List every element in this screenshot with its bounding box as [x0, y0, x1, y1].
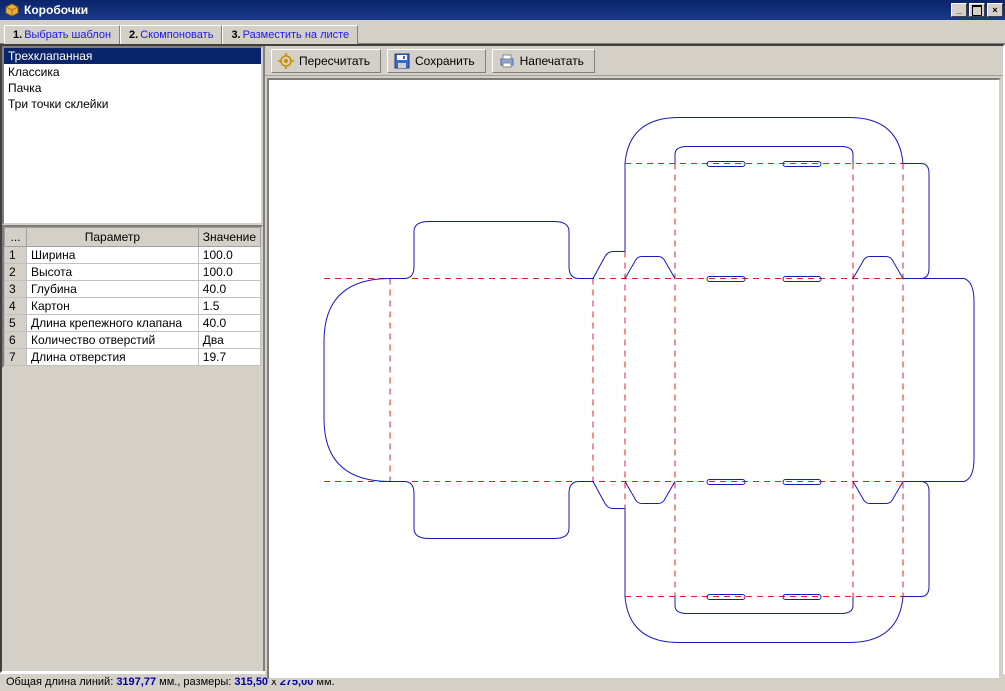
- print-icon: [499, 53, 515, 69]
- param-name: Высота: [27, 264, 199, 281]
- param-value[interactable]: Два: [198, 332, 260, 349]
- save-button[interactable]: Сохранить: [387, 49, 486, 73]
- status-width: 315,50: [234, 676, 268, 688]
- title-bar: Коробочки _ ×: [0, 0, 1005, 20]
- table-row[interactable]: 1Ширина100.0: [5, 247, 261, 264]
- param-value[interactable]: 19.7: [198, 349, 260, 366]
- table-row[interactable]: 2Высота100.0: [5, 264, 261, 281]
- step-tabs: 1.Выбрать шаблон 2.Скомпоновать 3.Размес…: [0, 20, 1005, 44]
- col-parameter[interactable]: Параметр: [27, 228, 199, 247]
- row-number: 1: [5, 247, 27, 264]
- left-filler: [2, 368, 263, 671]
- param-name: Картон: [27, 298, 199, 315]
- param-value[interactable]: 40.0: [198, 315, 260, 332]
- save-icon: [394, 53, 410, 69]
- tab-compose[interactable]: 2.Скомпоновать: [120, 25, 222, 44]
- param-name: Длина отверстия: [27, 349, 199, 366]
- table-row[interactable]: 7Длина отверстия19.7: [5, 349, 261, 366]
- template-item[interactable]: Классика: [4, 64, 261, 80]
- param-value[interactable]: 1.5: [198, 298, 260, 315]
- row-number: 3: [5, 281, 27, 298]
- param-name: Ширина: [27, 247, 199, 264]
- app-icon: [4, 2, 20, 18]
- template-item[interactable]: Три точки склейки: [4, 96, 261, 112]
- template-item[interactable]: Пачка: [4, 80, 261, 96]
- minimize-button[interactable]: _: [951, 3, 967, 17]
- toolbar: Пересчитать Сохранить Напечатать: [265, 46, 1003, 76]
- left-panel: ТрехклапаннаяКлассикаПачкаТри точки скле…: [2, 46, 265, 671]
- recalculate-icon: [278, 53, 294, 69]
- template-list[interactable]: ТрехклапаннаяКлассикаПачкаТри точки скле…: [2, 46, 263, 225]
- param-name: Глубина: [27, 281, 199, 298]
- col-rownum[interactable]: ...: [5, 228, 27, 247]
- recalculate-button[interactable]: Пересчитать: [271, 49, 381, 73]
- print-button[interactable]: Напечатать: [492, 49, 595, 73]
- param-name: Количество отверстий: [27, 332, 199, 349]
- tab-place-on-sheet[interactable]: 3.Разместить на листе: [222, 25, 358, 44]
- close-button[interactable]: ×: [987, 3, 1003, 17]
- window-title: Коробочки: [24, 3, 949, 17]
- box-canvas[interactable]: [267, 78, 1001, 680]
- recalculate-label: Пересчитать: [299, 54, 370, 68]
- parameter-table: ... Параметр Значение 1Ширина100.02Высот…: [2, 225, 263, 368]
- tab-choose-template[interactable]: 1.Выбрать шаблон: [4, 25, 120, 44]
- table-row[interactable]: 4Картон1.5: [5, 298, 261, 315]
- canvas-wrap: [265, 76, 1003, 682]
- param-value[interactable]: 100.0: [198, 264, 260, 281]
- template-item[interactable]: Трехклапанная: [4, 48, 261, 64]
- table-row[interactable]: 6Количество отверстийДва: [5, 332, 261, 349]
- row-number: 6: [5, 332, 27, 349]
- table-row[interactable]: 3Глубина40.0: [5, 281, 261, 298]
- maximize-button[interactable]: [969, 3, 985, 17]
- table-row[interactable]: 5Длина крепежного клапана40.0: [5, 315, 261, 332]
- row-number: 2: [5, 264, 27, 281]
- status-length: 3197,77: [116, 676, 156, 688]
- col-value[interactable]: Значение: [198, 228, 260, 247]
- row-number: 4: [5, 298, 27, 315]
- row-number: 5: [5, 315, 27, 332]
- main-area: ТрехклапаннаяКлассикаПачкаТри точки скле…: [0, 44, 1005, 673]
- row-number: 7: [5, 349, 27, 366]
- right-panel: Пересчитать Сохранить Напечатать: [265, 46, 1003, 671]
- param-value[interactable]: 100.0: [198, 247, 260, 264]
- save-label: Сохранить: [415, 54, 475, 68]
- param-name: Длина крепежного клапана: [27, 315, 199, 332]
- param-value[interactable]: 40.0: [198, 281, 260, 298]
- box-diagram: [269, 80, 999, 678]
- print-label: Напечатать: [520, 54, 584, 68]
